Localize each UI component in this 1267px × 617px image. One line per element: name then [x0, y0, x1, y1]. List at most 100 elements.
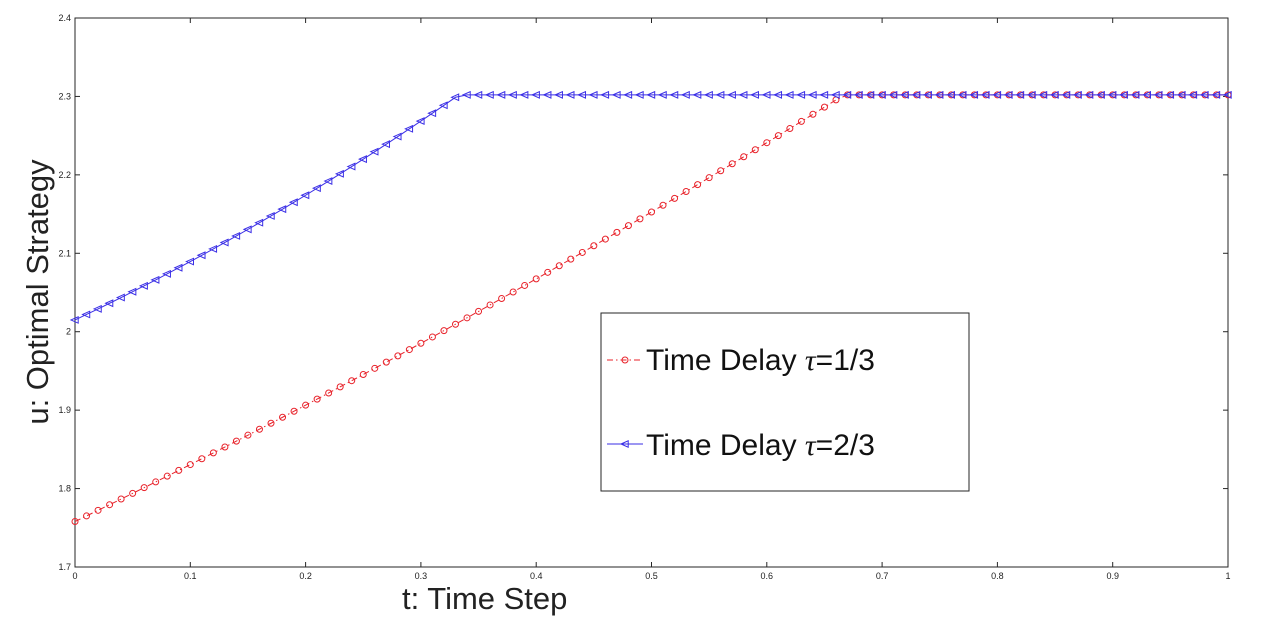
data-point	[1222, 90, 1232, 99]
data-point	[198, 455, 206, 463]
legend-label-tau-1-3: Time Delay τ=1/3	[646, 344, 875, 377]
data-point	[751, 146, 759, 154]
data-point	[1095, 90, 1105, 99]
data-point	[185, 257, 194, 266]
data-point	[623, 90, 633, 99]
data-point	[634, 90, 644, 99]
data-point	[371, 364, 379, 372]
data-point	[336, 383, 344, 391]
data-point	[427, 109, 437, 118]
data-point	[542, 90, 552, 99]
data-point	[519, 90, 529, 99]
data-point	[325, 389, 333, 397]
x-tick-label: 0.3	[415, 571, 428, 581]
x-tick-label: 0.6	[761, 571, 774, 581]
data-point	[71, 518, 79, 526]
data-point	[94, 506, 102, 514]
legend-marker	[619, 440, 629, 448]
data-point	[484, 90, 494, 99]
data-point	[680, 90, 690, 99]
data-point	[1211, 90, 1221, 99]
data-point	[496, 90, 506, 99]
data-point	[611, 90, 621, 99]
data-point	[509, 288, 517, 296]
data-point	[440, 327, 448, 335]
data-point	[1153, 90, 1163, 99]
data-point	[636, 215, 644, 223]
data-point	[726, 90, 736, 99]
data-point	[381, 140, 391, 149]
data-point	[288, 198, 298, 207]
data-point	[911, 90, 921, 99]
data-point	[244, 431, 252, 439]
data-point	[208, 244, 218, 253]
data-point	[186, 461, 194, 469]
data-point	[669, 90, 679, 99]
data-point	[682, 188, 690, 196]
data-point	[613, 228, 621, 236]
data-point	[300, 191, 310, 200]
x-tick-label: 0.1	[184, 571, 197, 581]
data-point	[417, 339, 425, 347]
data-point	[473, 90, 483, 99]
x-tick-label: 0	[72, 571, 77, 581]
data-point	[428, 333, 436, 341]
data-point	[392, 132, 402, 141]
x-tick-label: 0.7	[876, 571, 889, 581]
data-point	[992, 90, 1002, 99]
x-tick-label: 0.5	[645, 571, 658, 581]
data-point	[1130, 90, 1140, 99]
data-point	[104, 299, 114, 308]
data-point	[323, 177, 333, 186]
data-point	[830, 90, 840, 99]
data-point	[209, 449, 217, 457]
data-point	[703, 90, 713, 99]
data-point	[175, 466, 183, 474]
data-point	[888, 90, 898, 99]
y-tick-label: 2.2	[58, 170, 71, 180]
data-point	[876, 90, 886, 99]
data-point	[1061, 90, 1071, 99]
data-point	[600, 90, 610, 99]
data-point	[463, 314, 471, 322]
data-point	[590, 242, 598, 250]
data-point	[659, 201, 667, 209]
data-point	[922, 90, 932, 99]
data-point	[577, 90, 587, 99]
data-point	[415, 117, 425, 126]
data-point	[819, 90, 829, 99]
data-point	[394, 352, 402, 360]
data-point	[83, 512, 91, 520]
data-point	[311, 184, 321, 193]
x-tick-label: 0.4	[530, 571, 543, 581]
data-point	[1188, 90, 1198, 99]
data-point	[173, 263, 183, 272]
data-point	[624, 222, 632, 230]
data-point	[369, 147, 379, 156]
data-point	[740, 153, 748, 161]
data-point	[451, 320, 459, 328]
data-point	[92, 304, 102, 313]
data-point	[242, 225, 252, 234]
data-point	[106, 501, 114, 509]
x-tick-label: 0.9	[1106, 571, 1119, 581]
data-point	[588, 90, 598, 99]
data-point	[820, 103, 828, 111]
data-point	[842, 90, 852, 99]
data-point	[657, 90, 667, 99]
data-point	[405, 346, 413, 354]
y-tick-label: 1.8	[58, 484, 71, 494]
data-point	[1142, 90, 1151, 99]
x-tick-label: 1	[1225, 571, 1230, 581]
data-point	[150, 275, 160, 284]
data-point	[290, 407, 298, 415]
data-point	[969, 90, 979, 99]
data-point	[717, 167, 725, 175]
data-point	[498, 294, 506, 302]
y-tick-label: 2	[66, 327, 71, 337]
data-point	[796, 90, 806, 99]
data-point	[382, 358, 390, 366]
data-point	[255, 425, 263, 433]
data-point	[221, 443, 229, 451]
